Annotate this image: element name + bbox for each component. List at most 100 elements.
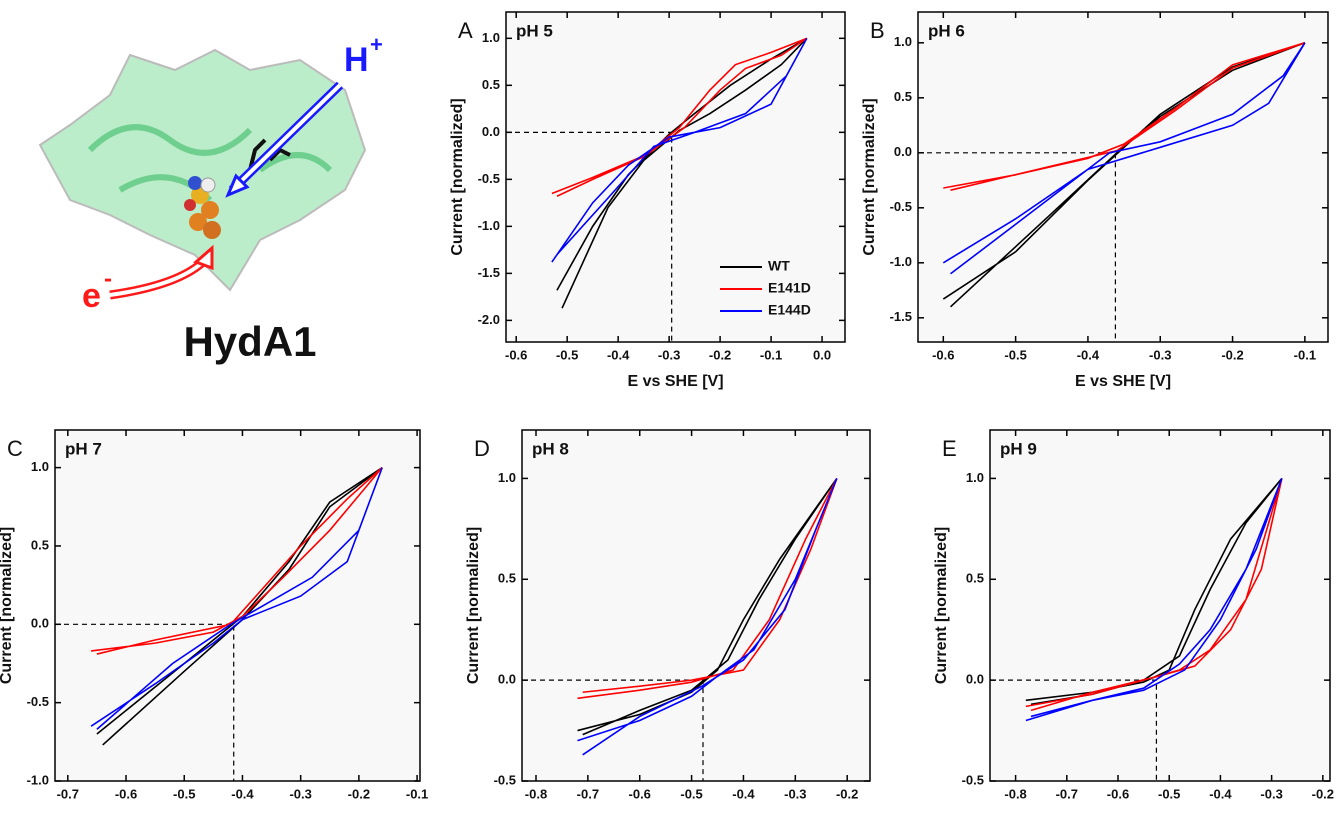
legend-label: WT [768,258,790,274]
y-tick-label: -0.5 [27,694,49,709]
y-tick-label: -1.0 [890,254,912,269]
y-tick-label: 0.0 [966,672,984,687]
x-tick-label: -0.3 [1260,786,1282,801]
x-tick-label: -0.1 [1294,347,1316,362]
x-tick-label: -0.8 [525,786,547,801]
x-tick-label: -0.6 [505,347,527,362]
electron-arrowhead [193,244,214,271]
x-tick-label: -0.4 [1209,786,1232,801]
electron-arrow [109,256,209,300]
x-tick-label: -0.2 [1312,786,1334,801]
y-tick-label: 1.0 [966,470,984,485]
atom [200,177,216,193]
y-tick-label: -1.5 [478,265,500,280]
residue [248,138,291,171]
panel: -0.6 -0.5 -0.4 -0.3 -0.2 -0.1 0.0 -2.0 -1.5 -1.0 -… [449,11,846,390]
series-line [577,478,838,756]
annotation: pH 8 [532,439,569,458]
legend-label: E141D [768,280,811,296]
panel: -0.8 -0.7 -0.6 -0.5 -0.4 -0.3 -0.2 -0.5 0.0 0.5 1.… [933,429,1334,813]
illustration-title: HydA1 [183,318,316,365]
x-tick-label: -0.2 [836,786,858,801]
atom [188,176,202,190]
panel-label: C [7,436,23,461]
y-axis-label: Current [normalized] [861,98,878,255]
x-tick-label: -0.3 [1149,347,1171,362]
y-tick-label: 0.0 [498,672,516,687]
panel-label: B [870,18,885,43]
y-tick-label: -1.0 [478,218,500,233]
x-axis-label: E vs SHE [V] [1075,373,1171,390]
electron-charge: - [104,265,112,292]
y-tick-label: -1.5 [890,309,912,324]
reference-line [918,152,1117,342]
electron-label: e [82,277,101,315]
annotation: pH 9 [1000,439,1037,458]
proton-charge: + [370,32,383,57]
panel-label: D [474,436,490,461]
y-tick-label: 0.0 [894,144,912,159]
series-line [943,42,1306,191]
y-axis-label: Current [normalized] [465,527,482,684]
y-tick-label: -0.5 [890,199,912,214]
panel: -0.6 -0.5 -0.4 -0.3 -0.2 -0.1 -1.5 -1.0 -0.5 0.0 0… [861,11,1329,390]
y-tick-label: 1.0 [498,470,516,485]
x-tick-label: -0.5 [680,786,702,801]
annotation: pH 7 [65,439,102,458]
panel: -0.8 -0.7 -0.6 -0.5 -0.4 -0.3 -0.2 -0.5 0.0 0.5 1.… [465,429,871,813]
x-tick-label: -0.3 [658,347,680,362]
x-tick-label: -0.4 [607,347,630,362]
annotation: pH 6 [928,21,965,40]
plot-frame [521,429,871,782]
y-tick-label: 1.0 [482,30,500,45]
series-line [942,42,1306,275]
y-axis-label: Current [normalized] [933,527,950,684]
x-tick-label: -0.5 [556,347,578,362]
atom [189,213,207,231]
atom [203,221,221,239]
electron-arrow [109,258,207,297]
plot-frame [54,429,421,782]
x-tick-label: -0.1 [760,347,782,362]
y-axis-label: Current [normalized] [0,527,15,684]
x-tick-label: -0.5 [1158,786,1180,801]
plot-frame [505,11,846,343]
x-tick-label: -0.3 [784,786,806,801]
protein-surface [38,48,367,292]
y-tick-label: 0.5 [966,571,984,586]
atom [201,201,219,219]
x-tick-label: -0.4 [732,786,755,801]
x-tick-label: -0.2 [709,347,731,362]
x-tick-label: -0.8 [1004,786,1026,801]
legend-label: E144D [768,302,811,318]
y-tick-label: 0.5 [894,89,912,104]
x-tick-label: -0.7 [1056,786,1078,801]
atom [184,199,196,211]
y-tick-label: 0.5 [31,537,49,552]
x-tick-label: -0.4 [1077,347,1100,362]
y-tick-label: -0.5 [962,772,984,787]
illustration: H + e - HydA1 [38,32,383,365]
x-tick-label: -0.5 [1004,347,1026,362]
y-tick-label: -0.5 [494,772,516,787]
panel-label: A [458,18,473,43]
proton-label: H [344,41,369,79]
x-tick-label: 0.0 [813,347,831,362]
annotation: pH 5 [516,21,553,40]
x-tick-label: -0.6 [1107,786,1129,801]
y-axis-label: Current [normalized] [449,98,466,255]
y-tick-label: 0.0 [31,616,49,631]
plot-frame [989,429,1331,782]
y-tick-label: 1.0 [894,34,912,49]
y-tick-label: -2.0 [478,312,500,327]
x-tick-label: -0.3 [289,786,311,801]
reference-line [55,623,235,781]
y-tick-label: 0.5 [498,571,516,586]
panel-label: E [942,436,957,461]
plot-area [918,12,1328,342]
series-line [1025,478,1283,722]
plot-area [522,430,870,781]
y-tick-label: -1.0 [27,772,49,787]
